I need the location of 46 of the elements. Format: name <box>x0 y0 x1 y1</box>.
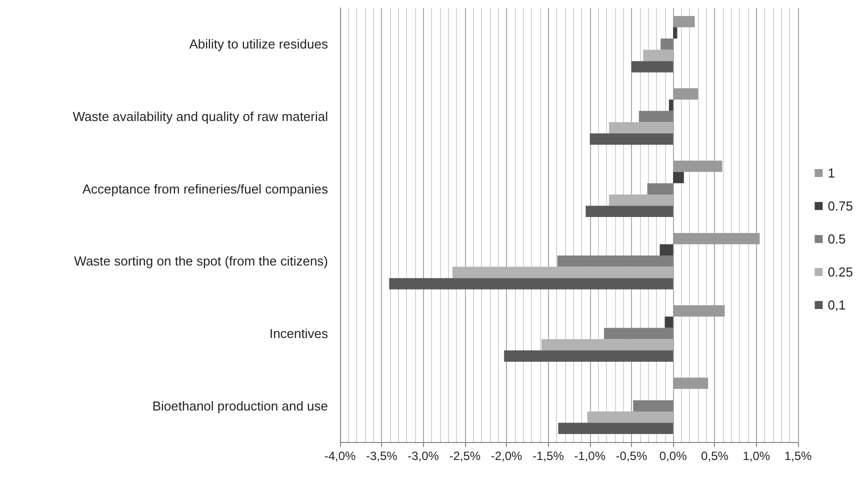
y-tick-label: Ability to utilize residues <box>189 36 328 52</box>
bar <box>664 316 674 328</box>
legend-label: 0.5 <box>828 232 846 246</box>
y-tick-label: Incentives <box>269 326 328 341</box>
x-tick-label: -1,5% <box>532 449 564 463</box>
bar <box>389 278 674 290</box>
bar <box>590 133 674 145</box>
bar <box>673 378 708 389</box>
bar <box>673 172 684 184</box>
bar <box>660 38 674 50</box>
x-tick-label: -0,5% <box>616 449 648 463</box>
x-tick-label: -2,0% <box>490 449 523 463</box>
bar <box>604 328 674 340</box>
legend-label: 1 <box>828 166 835 180</box>
x-tick-label: 1,5% <box>784 449 812 463</box>
x-tick-label: 0,5% <box>701 449 729 463</box>
bar <box>558 422 674 434</box>
bar <box>668 100 674 111</box>
x-tick-label: -3,5% <box>366 449 398 463</box>
bar <box>586 206 674 218</box>
x-tick-label: 1,0% <box>742 449 770 463</box>
y-tick-label: Acceptance from refineries/fuel companies <box>82 181 328 196</box>
bar <box>673 88 698 100</box>
y-tick-label: Waste sorting on the spot (from the citizens) <box>74 254 328 269</box>
bar <box>673 305 725 317</box>
y-tick-label: Waste availability and quality of raw material <box>72 109 328 124</box>
x-tick-label: -3,0% <box>408 449 440 463</box>
bar <box>660 244 674 256</box>
legend-label: 0.75 <box>828 198 854 214</box>
y-tick-label: Bioethanol production and use <box>152 398 328 414</box>
bar <box>504 350 674 362</box>
x-tick-label: -1,0% <box>574 449 606 463</box>
bar <box>673 16 695 28</box>
bar <box>647 183 674 194</box>
x-tick-label: -2,5% <box>449 449 481 463</box>
bar <box>638 110 674 122</box>
legend-label: 0.25 <box>828 264 854 280</box>
x-tick-label: 0,0% <box>659 449 688 463</box>
bar <box>631 61 674 72</box>
x-tick-label: -4,0% <box>324 449 356 463</box>
bar <box>673 27 678 39</box>
bar <box>633 400 674 412</box>
bar <box>673 160 722 172</box>
bar <box>673 232 760 244</box>
legend-label: 0,1 <box>828 298 846 312</box>
bar <box>557 256 674 267</box>
